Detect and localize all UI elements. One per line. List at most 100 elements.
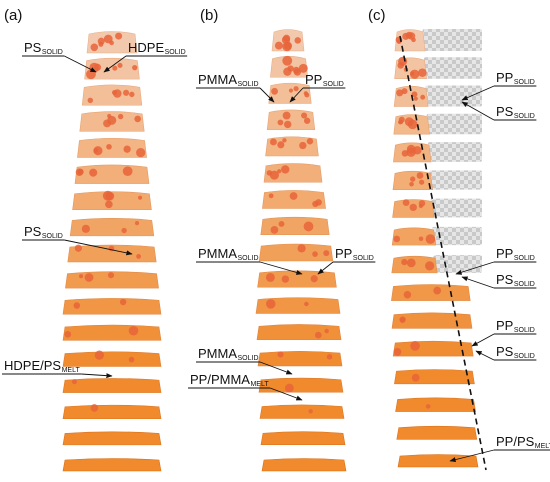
particle [105, 200, 113, 209]
annotation-label: PS [496, 272, 514, 287]
leader-arrow [259, 361, 293, 375]
sample [72, 190, 152, 211]
particle [398, 119, 404, 125]
particle [132, 64, 138, 71]
particle [292, 66, 300, 74]
particle [281, 275, 290, 283]
particle [314, 331, 322, 339]
sample-body [397, 454, 479, 468]
particle [393, 348, 402, 356]
annotation-subscript: MELT [535, 443, 550, 450]
sample [259, 404, 345, 419]
annotation-subscript: SOLID [238, 255, 259, 262]
sample-body [74, 164, 150, 184]
sample [392, 340, 474, 357]
particle [271, 87, 278, 95]
sample [62, 350, 162, 367]
particle [284, 383, 294, 393]
panel-label: (b) [200, 7, 218, 24]
leader-arrow [269, 387, 303, 401]
empty-region [427, 142, 482, 162]
particle [403, 291, 412, 299]
annotation-subscript: SOLID [165, 49, 186, 56]
annotation-subscript: SOLID [514, 113, 535, 120]
sample [256, 324, 342, 341]
leader-arrow [317, 261, 334, 275]
leader-arrow [449, 449, 495, 463]
sample [394, 29, 482, 52]
sample-body [67, 244, 157, 263]
sample-photos [62, 29, 482, 472]
particle [294, 37, 302, 44]
particle [103, 34, 113, 44]
annotation-subscript: SOLID [42, 233, 63, 240]
particle [411, 91, 418, 98]
particle [289, 192, 298, 200]
annotation-label: HDPE/PS [4, 358, 61, 373]
particle [270, 226, 279, 234]
particle [123, 89, 130, 96]
empty-region [426, 113, 482, 135]
particle [418, 68, 427, 77]
sample-body [263, 163, 323, 183]
particle [128, 325, 139, 336]
sample-body [394, 29, 426, 52]
sample [260, 216, 330, 236]
particle [64, 330, 72, 338]
leader-arrow [103, 55, 127, 73]
annotation-subscript: SOLID [323, 81, 344, 88]
particle [265, 272, 275, 282]
sample [81, 84, 143, 106]
particle [128, 356, 135, 363]
particle [299, 141, 307, 150]
annotation-subscript: SOLID [514, 281, 535, 288]
empty-region [429, 170, 482, 190]
annotation-label: PP [496, 318, 513, 333]
particle [117, 113, 124, 120]
annotation-label: PMMA [198, 72, 237, 87]
particle [281, 35, 291, 45]
annotation-label: PMMA [198, 346, 237, 361]
particle [278, 220, 285, 227]
annotation-label: PP/PMMA [190, 372, 250, 387]
sample-body [258, 243, 334, 262]
sample [391, 312, 473, 329]
leader-arrow [455, 261, 495, 275]
sample [62, 431, 162, 446]
particle [425, 234, 436, 244]
particle [98, 41, 104, 47]
sample [84, 57, 140, 80]
sample [79, 111, 145, 132]
sample [62, 404, 162, 420]
particle [284, 120, 292, 129]
sample [391, 284, 471, 301]
particle [418, 203, 423, 209]
leader-arrow [289, 87, 304, 103]
sample [62, 298, 162, 315]
particle [409, 203, 417, 212]
particle [93, 146, 103, 156]
particle [277, 169, 282, 174]
leader-arrow [461, 276, 495, 289]
particle [90, 404, 99, 412]
sample [391, 226, 482, 246]
sample [268, 82, 312, 104]
sample [391, 255, 482, 274]
annotation-subscript: SOLID [514, 255, 535, 262]
particle [303, 91, 308, 96]
sample [260, 431, 346, 446]
particle [303, 221, 314, 232]
sample [271, 29, 305, 52]
empty-region [430, 198, 482, 218]
particle [393, 235, 401, 243]
annotation-subscript: SOLID [514, 79, 535, 86]
annotation-label: HDPE [128, 40, 164, 55]
particle [277, 351, 284, 358]
particle [326, 354, 333, 360]
particle [282, 138, 287, 143]
particle [312, 251, 318, 257]
annotation-label: PS [496, 104, 514, 119]
annotation-label: PP [335, 246, 352, 261]
